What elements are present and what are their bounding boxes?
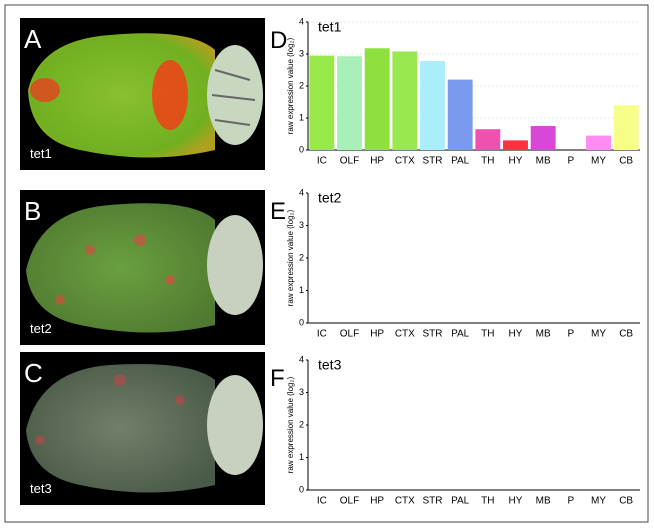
x-tick-label: HP: [370, 329, 384, 340]
bar: [420, 61, 445, 150]
x-tick-label: OLF: [340, 156, 359, 167]
brain-image: [20, 352, 265, 505]
x-tick-label: IC: [317, 329, 327, 340]
chart-title: tet2: [318, 190, 342, 206]
brain-image: [20, 190, 265, 345]
panel-letter: A: [24, 24, 42, 54]
bar: [503, 140, 528, 150]
bar: [337, 56, 362, 150]
x-tick-label: CB: [619, 329, 633, 340]
x-tick-label: MY: [591, 329, 606, 340]
x-tick-label: TH: [481, 329, 494, 340]
x-tick-label: MB: [536, 329, 551, 340]
y-tick-label: 2: [299, 80, 304, 90]
bar: [447, 79, 473, 150]
x-tick-label: PAL: [451, 156, 470, 167]
panel-letter: B: [24, 196, 41, 226]
y-tick-label: 2: [299, 419, 304, 429]
bar: [309, 55, 335, 150]
x-tick-label: MB: [536, 156, 551, 167]
x-tick-label: CTX: [395, 156, 415, 167]
y-tick-label: 0: [299, 484, 304, 494]
y-tick-label: 3: [299, 48, 304, 58]
y-tick-label: 0: [299, 317, 304, 327]
y-tick-label: 3: [299, 387, 304, 397]
x-tick-label: OLF: [340, 496, 359, 507]
panel-letter: F: [270, 365, 285, 392]
y-tick-label: 1: [299, 285, 304, 295]
chart-title: tet3: [318, 357, 342, 373]
y-axis-label: raw expression value (log₂): [286, 209, 295, 306]
y-tick-label: 4: [299, 354, 304, 364]
y-tick-label: 1: [299, 112, 304, 122]
panel-letter: D: [270, 27, 287, 54]
bar: [613, 105, 639, 150]
x-tick-label: HY: [509, 156, 523, 167]
x-tick-label: OLF: [340, 329, 359, 340]
y-tick-label: 2: [299, 252, 304, 262]
x-tick-label: CB: [619, 156, 633, 167]
y-axis-label: raw expression value (log₂): [286, 37, 295, 134]
y-tick-label: 1: [299, 452, 304, 462]
x-tick-label: MB: [536, 496, 551, 507]
image-label: tet3: [30, 481, 52, 496]
bar: [475, 129, 501, 150]
x-tick-label: STR: [423, 496, 443, 507]
y-tick-label: 3: [299, 220, 304, 230]
x-tick-label: MY: [591, 156, 606, 167]
x-tick-label: STR: [423, 156, 443, 167]
bar: [392, 51, 418, 150]
x-tick-label: HP: [370, 156, 384, 167]
y-tick-label: 4: [299, 16, 304, 26]
image-label: tet1: [30, 146, 52, 161]
x-tick-label: TH: [481, 156, 494, 167]
y-axis-label: raw expression value (log₂): [286, 376, 295, 473]
x-tick-label: HY: [509, 496, 523, 507]
x-tick-label: CTX: [395, 496, 415, 507]
image-label: tet2: [30, 321, 52, 336]
panel-letter: C: [24, 358, 43, 388]
chart-title: tet1: [318, 19, 342, 35]
x-tick-label: MY: [591, 496, 606, 507]
panel-letter: E: [270, 198, 286, 225]
y-tick-label: 4: [299, 187, 304, 197]
x-tick-label: STR: [423, 329, 443, 340]
y-tick-label: 0: [299, 144, 304, 154]
x-tick-label: IC: [317, 156, 327, 167]
x-tick-label: P: [567, 496, 574, 507]
x-tick-label: P: [567, 329, 574, 340]
x-tick-label: HP: [370, 496, 384, 507]
bar: [530, 126, 556, 150]
x-tick-label: PAL: [451, 329, 470, 340]
x-tick-label: IC: [317, 496, 327, 507]
bar: [364, 48, 390, 150]
x-tick-label: TH: [481, 496, 494, 507]
x-tick-label: PAL: [451, 496, 470, 507]
x-tick-label: HY: [509, 329, 523, 340]
x-tick-label: CTX: [395, 329, 415, 340]
x-tick-label: P: [567, 156, 574, 167]
brain-image: [20, 18, 265, 170]
bar: [586, 135, 611, 150]
x-tick-label: CB: [619, 496, 633, 507]
